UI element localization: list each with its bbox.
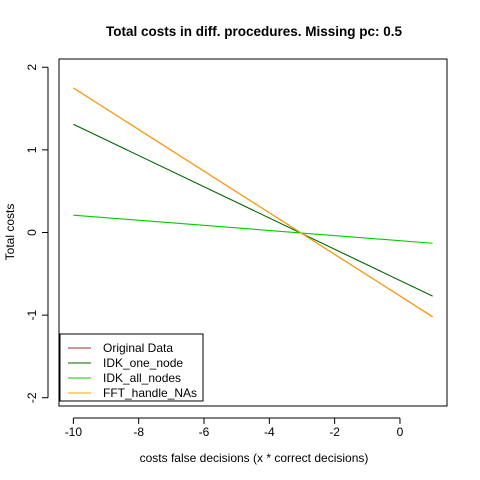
y-axis-label: Total costs [3,204,17,261]
x-tick-label: -10 [65,425,83,439]
y-tick-label: 2 [25,64,39,71]
plot-frame [58,58,448,407]
x-axis: -10 -8 -6 -4 -2 0 [65,417,404,439]
x-axis-label: costs false decisions (x * correct decis… [140,451,369,465]
series-line-idk-all-nodes [73,214,433,244]
x-tick-label: -8 [133,425,144,439]
y-tick-label: 0 [25,229,39,236]
y-axis: -2 -1 0 1 2 [25,64,49,403]
x-tick-label: -4 [264,425,275,439]
chart-title: Total costs in diff. procedures. Missing… [106,24,403,39]
x-tick-label: -2 [329,425,340,439]
legend-label: IDK_all_nodes [103,371,181,385]
legend-box [59,333,204,402]
series-line-idk-one-node [73,123,433,297]
series-line-fft-handle-nas [73,87,433,318]
legend: Original DataIDK_one_nodeIDK_all_nodesFF… [59,333,204,402]
y-tick-label: -2 [25,392,39,403]
y-tick-label: 1 [25,146,39,153]
legend-label: FFT_handle_NAs [103,386,197,400]
legend-label: Original Data [103,341,173,355]
x-tick-label: -6 [199,425,210,439]
legend-label: IDK_one_node [103,356,183,370]
y-tick-label: -1 [25,309,39,320]
x-tick-label: 0 [397,425,404,439]
series-lines [73,87,433,318]
